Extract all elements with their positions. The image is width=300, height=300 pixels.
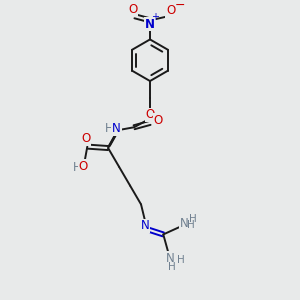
Text: O: O [128, 4, 137, 16]
Text: H: H [105, 122, 114, 135]
Text: H: H [188, 220, 195, 230]
Text: O: O [154, 114, 163, 127]
Text: N: N [140, 219, 149, 232]
Text: N: N [112, 122, 121, 136]
Text: H: H [177, 255, 185, 266]
Text: O: O [81, 132, 91, 145]
Text: O: O [146, 108, 154, 121]
Text: H: H [168, 262, 176, 272]
Text: H: H [189, 214, 196, 224]
Text: N: N [179, 217, 188, 230]
Text: H: H [73, 161, 81, 174]
Text: O: O [79, 160, 88, 173]
Text: −: − [174, 0, 185, 12]
Text: N: N [166, 252, 174, 265]
Text: N: N [145, 18, 155, 31]
Text: +: + [151, 12, 159, 22]
Text: O: O [166, 4, 176, 17]
